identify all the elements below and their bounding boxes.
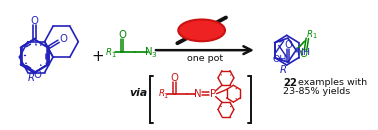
Text: N: N xyxy=(144,47,152,57)
Text: OH: OH xyxy=(272,55,287,64)
Text: R: R xyxy=(158,89,164,98)
Text: 1: 1 xyxy=(164,93,168,99)
Text: 1: 1 xyxy=(313,33,317,39)
Text: 1: 1 xyxy=(111,52,115,58)
Text: P: P xyxy=(210,89,216,99)
Text: N: N xyxy=(194,89,202,99)
Text: O: O xyxy=(300,49,308,59)
Text: examples with: examples with xyxy=(295,78,367,87)
Text: one pot: one pot xyxy=(187,54,223,63)
Text: R: R xyxy=(307,30,313,39)
Text: O: O xyxy=(59,34,67,44)
Text: 23-85% yields: 23-85% yields xyxy=(283,87,350,96)
Text: O: O xyxy=(284,40,292,50)
Text: METAL: METAL xyxy=(183,25,220,35)
Text: O: O xyxy=(118,30,126,40)
Text: O: O xyxy=(33,70,41,80)
Text: O: O xyxy=(30,16,38,26)
Ellipse shape xyxy=(178,20,225,41)
Text: 22: 22 xyxy=(283,78,297,88)
Text: 3: 3 xyxy=(151,52,156,58)
Text: R: R xyxy=(279,65,287,75)
Text: O: O xyxy=(170,73,178,83)
Text: via: via xyxy=(129,88,147,98)
Text: NH: NH xyxy=(297,48,311,57)
Text: R: R xyxy=(106,48,112,57)
Text: +: + xyxy=(91,49,104,64)
Text: R: R xyxy=(28,73,35,83)
